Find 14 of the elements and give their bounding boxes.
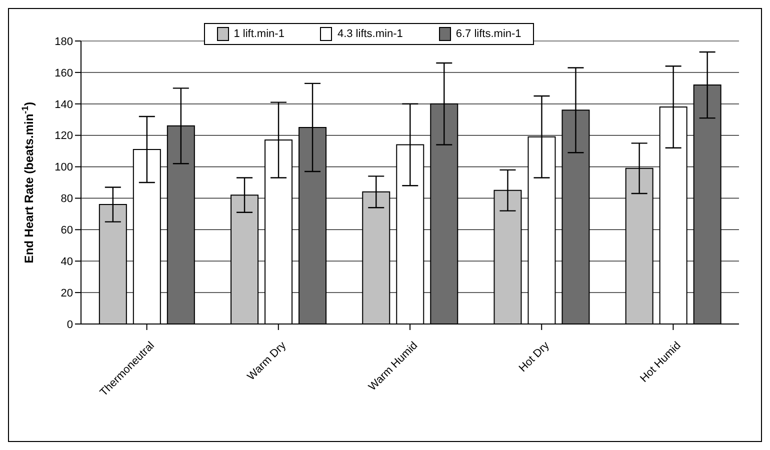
y-tick-label: 20 bbox=[60, 287, 73, 300]
y-tick-label: 120 bbox=[54, 130, 73, 142]
y-tick-label: 0 bbox=[66, 318, 73, 331]
x-tick-label: Hot Dry bbox=[516, 339, 552, 374]
legend-label: 4.3 lifts.min-1 bbox=[337, 28, 403, 40]
y-tick-label: 80 bbox=[60, 193, 73, 206]
y-tick-label: 180 bbox=[54, 36, 73, 48]
legend-label: 6.7 lifts.min-1 bbox=[456, 28, 522, 40]
y-tick-label: 140 bbox=[54, 98, 73, 111]
legend-label: 1 lift.min-1 bbox=[234, 28, 284, 40]
y-tick-label: 40 bbox=[60, 256, 73, 268]
y-tick-label: 160 bbox=[54, 67, 73, 80]
y-tick-label: 60 bbox=[60, 224, 73, 237]
y-tick-label: 100 bbox=[54, 162, 73, 174]
